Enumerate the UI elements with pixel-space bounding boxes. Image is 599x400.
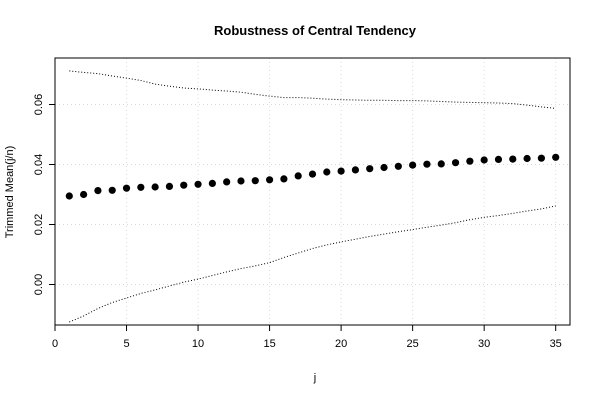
- grid: [54, 58, 570, 325]
- data-point-23: [380, 163, 388, 172]
- data-point-30: [480, 156, 488, 164]
- data-point-20: [337, 167, 345, 175]
- data-point-9: [180, 181, 188, 189]
- data-point-27: [437, 160, 445, 168]
- data-point-7: [151, 183, 159, 191]
- data-point-17: [294, 172, 302, 180]
- y-axis: 0.00 0.02 0.04 0.06: [33, 94, 55, 295]
- data-point-35: [552, 153, 560, 161]
- plot-frame: [54, 57, 571, 326]
- y-tick-label-0: 0.00: [33, 274, 45, 295]
- data-point-11: [208, 179, 216, 187]
- x-tick-label-4: 20: [335, 338, 347, 350]
- data-point-5: [122, 184, 131, 192]
- data-point-28: [451, 159, 460, 167]
- data-point-12: [223, 178, 231, 186]
- data-point-16: [280, 175, 288, 183]
- x-axis-label: j: [313, 372, 316, 384]
- data-point-34: [537, 154, 545, 162]
- x-tick-label-0: 0: [52, 338, 58, 350]
- data-point-22: [366, 165, 374, 173]
- x-tick-label-3: 15: [263, 338, 275, 350]
- x-tick-label-2: 10: [192, 338, 204, 350]
- x-axis: 0 5 10 15 20 25 30 35: [52, 325, 562, 350]
- y-tick-label-2: 0.04: [33, 154, 45, 175]
- data-point-24: [394, 162, 402, 170]
- chart-title: Robustness of Central Tendency: [214, 23, 417, 38]
- data-points: [65, 153, 560, 200]
- lower-bound-line: [69, 205, 556, 323]
- x-tick-label-6: 30: [478, 338, 490, 350]
- data-point-26: [423, 160, 431, 168]
- data-point-32: [509, 155, 517, 163]
- data-point-1: [65, 192, 73, 200]
- x-tick-label-5: 25: [407, 338, 419, 350]
- upper-bound-line: [69, 70, 556, 109]
- data-point-19: [323, 168, 331, 176]
- data-point-18: [308, 170, 317, 178]
- x-tick-label-7: 35: [550, 338, 562, 350]
- data-point-10: [194, 180, 202, 188]
- data-point-31: [494, 155, 503, 163]
- y-axis-label: Trimmed Mean(j/n): [4, 146, 16, 239]
- data-point-33: [523, 154, 531, 163]
- data-point-3: [94, 187, 102, 195]
- lower-bound-polyline: [69, 205, 556, 323]
- upper-bound-polyline: [69, 70, 556, 109]
- data-point-21: [351, 166, 360, 174]
- x-tick-label-1: 5: [123, 338, 129, 350]
- data-point-4: [108, 186, 116, 194]
- data-point-6: [137, 183, 145, 191]
- data-point-15: [265, 176, 274, 184]
- data-point-2: [80, 190, 88, 199]
- data-point-29: [466, 157, 474, 165]
- y-tick-label-3: 0.06: [33, 94, 45, 115]
- data-point-8: [165, 182, 174, 190]
- y-tick-label-1: 0.02: [33, 214, 45, 235]
- data-point-14: [251, 177, 259, 185]
- data-point-25: [409, 161, 417, 169]
- data-point-13: [237, 177, 245, 185]
